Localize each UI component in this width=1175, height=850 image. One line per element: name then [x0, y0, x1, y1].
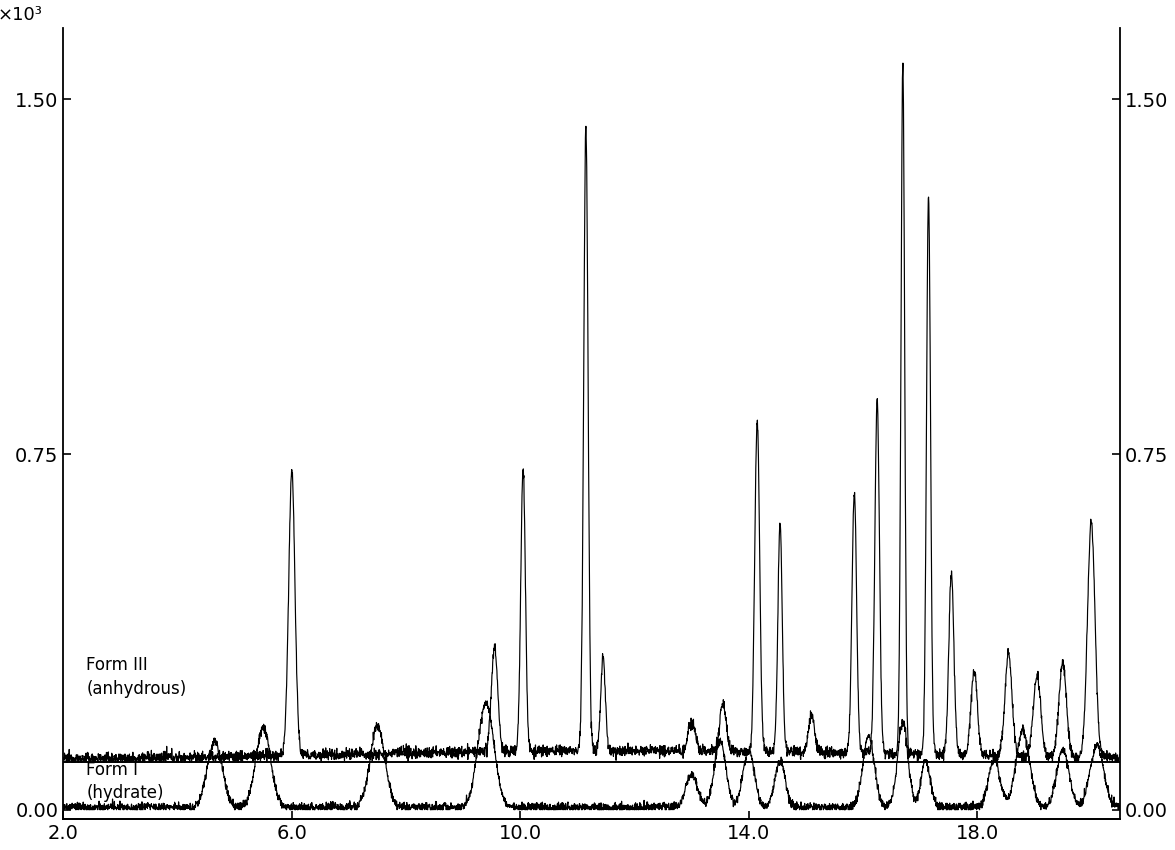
Text: ×10³: ×10³: [0, 6, 42, 25]
Text: Form III
(anhydrous): Form III (anhydrous): [86, 656, 187, 698]
Text: Form I
(hydrate): Form I (hydrate): [86, 761, 163, 802]
